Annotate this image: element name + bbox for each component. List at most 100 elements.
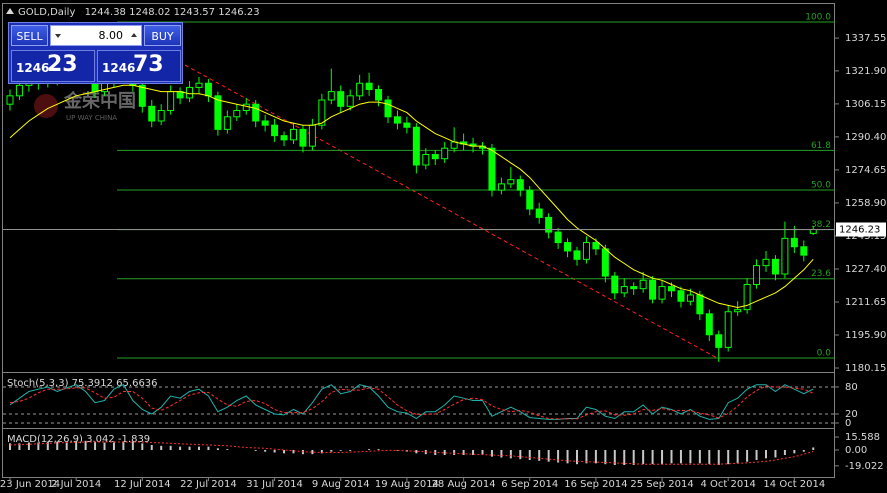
x-tick-label: 25 Sep 2014	[630, 479, 693, 490]
macd-bar	[443, 450, 446, 455]
macd-bar	[500, 450, 503, 458]
y-tick-label: 1337.55	[845, 33, 886, 44]
buy-button[interactable]: BUY	[144, 25, 181, 46]
collapse-arrow	[6, 8, 14, 14]
macd-bar	[320, 450, 323, 454]
macd-bar	[509, 450, 512, 459]
candle-body	[290, 128, 297, 141]
macd-bar	[368, 449, 371, 450]
x-tick-label: 2 Jul 2014	[51, 479, 101, 490]
macd-bar	[802, 450, 805, 452]
candle-body	[639, 279, 647, 290]
candle-body	[762, 258, 770, 267]
watermark: 金荣中国 UP WAY CHINA	[34, 90, 136, 122]
macd-bar	[65, 441, 68, 450]
macd-bar	[557, 450, 560, 463]
x-tick-label: 6 Sep 2014	[501, 479, 558, 490]
macd-bar	[292, 450, 295, 454]
macd-bar	[283, 450, 286, 454]
candle-body	[611, 275, 619, 294]
macd-bar	[453, 450, 456, 455]
candle-body	[677, 290, 685, 302]
macd-bar	[75, 440, 78, 450]
macd-bar	[783, 450, 786, 455]
candle-body	[488, 147, 496, 191]
macd-bar	[490, 450, 493, 457]
candle-body	[384, 99, 392, 118]
low: 1243.57	[174, 7, 215, 18]
candle-body	[582, 242, 590, 260]
macd-bar	[812, 447, 815, 450]
x-tick-label: 19 Aug 2014	[375, 479, 439, 490]
candle-body	[696, 294, 704, 315]
candle-body	[223, 116, 231, 130]
bid-pips: 23	[47, 52, 78, 77]
macd-bar	[56, 441, 59, 450]
macd-bar	[793, 450, 796, 454]
candle-body	[318, 99, 326, 126]
macd-bar	[462, 450, 465, 455]
candle-body	[526, 189, 534, 210]
candle-body	[564, 242, 572, 252]
candle-body	[327, 91, 335, 101]
x-tick-label: 4 Oct 2014	[700, 479, 755, 490]
macd-bar	[746, 450, 749, 462]
sell-button[interactable]: SELL	[11, 25, 48, 46]
candle-body	[592, 242, 600, 250]
candle-body	[167, 91, 175, 112]
candle-body	[422, 154, 430, 166]
y-tick-label: 15.588	[845, 432, 880, 443]
candle-body	[658, 286, 666, 300]
stoch-line	[9, 385, 814, 420]
macd-bar	[613, 450, 616, 465]
macd-bar	[698, 450, 701, 464]
macd-bar	[179, 446, 182, 450]
x-tick-label: 14 Oct 2014	[763, 479, 825, 490]
y-tick-label: 0.00	[845, 445, 867, 456]
close: 1246.23	[218, 7, 259, 18]
watermark-name: 金荣中国	[63, 90, 136, 112]
y-tick-label: 1227.40	[845, 264, 886, 275]
macd-bar	[188, 446, 191, 450]
candle-body	[686, 294, 694, 302]
candle-body	[790, 237, 798, 248]
y-tick-label: 0	[845, 418, 851, 429]
candle-body	[771, 258, 779, 275]
macd-bar	[415, 450, 418, 454]
candle-body	[15, 84, 23, 97]
ask-pips: 73	[133, 52, 164, 77]
candle-body	[601, 248, 609, 277]
volume-input[interactable]: 8.00	[50, 25, 142, 46]
fib-label: 50.0	[811, 181, 831, 191]
candle-body	[195, 82, 203, 88]
x-tick-label: 28 Aug 2014	[432, 479, 496, 490]
fib-label: 0.0	[817, 349, 832, 359]
candle-body	[516, 179, 524, 191]
ask-main: 1246	[102, 61, 136, 75]
macd-bar	[528, 450, 531, 460]
bid-box[interactable]: 1246 23	[11, 50, 95, 82]
candle-body	[734, 309, 742, 313]
candle-body	[715, 334, 723, 348]
macd-bar	[94, 441, 97, 450]
volume: 8.00	[98, 29, 124, 42]
fib-label: 100.0	[805, 13, 831, 23]
candle-body	[271, 124, 279, 137]
macd-bar	[254, 450, 257, 451]
candle-body	[781, 237, 789, 275]
one-click-trading: SELL 8.00 BUY 1246 23 1246 73	[8, 22, 183, 84]
candle-body	[630, 286, 638, 290]
macd-bar	[670, 450, 673, 464]
macd-bar	[264, 450, 267, 452]
ask-box[interactable]: 1246 73	[97, 50, 181, 82]
candle-body	[545, 216, 553, 233]
volume-up[interactable]	[127, 26, 141, 45]
x-tick-label: 22 Jul 2014	[180, 479, 237, 490]
macd-bar	[160, 445, 163, 450]
macd-bar	[207, 446, 210, 450]
volume-down[interactable]	[51, 26, 65, 45]
macd-signal	[9, 441, 814, 465]
x-tick-label: 16 Sep 2014	[564, 479, 627, 490]
y-tick-label: 20	[845, 409, 858, 420]
